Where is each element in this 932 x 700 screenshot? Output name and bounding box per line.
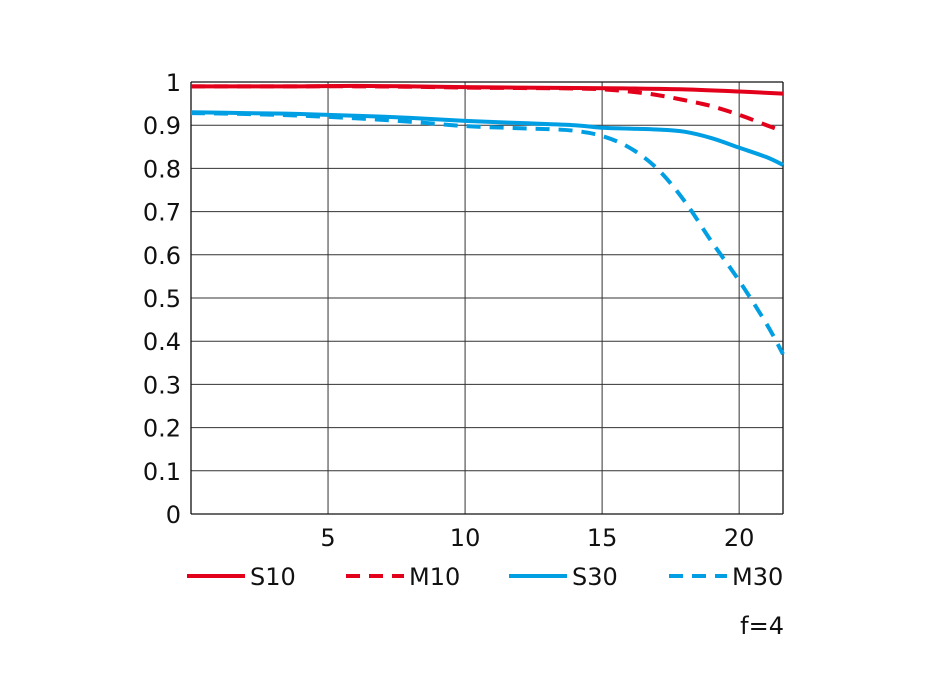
- series-layer: [190, 83, 785, 356]
- y-tick-label: 1: [166, 69, 181, 97]
- legend-label-m30: M30: [732, 563, 783, 591]
- y-tick-label: 0.5: [143, 285, 181, 313]
- y-tick-label: 0.1: [143, 458, 181, 486]
- series-line-m10: [190, 84, 784, 134]
- y-tick-label: 0.2: [143, 415, 181, 443]
- legend-label-m10: M10: [409, 563, 460, 591]
- labels-layer: 00.10.20.30.40.50.60.70.80.915 10 15 20: [143, 69, 755, 552]
- y-tick-label: 0.7: [143, 199, 181, 227]
- x-tick-label: 15: [587, 524, 618, 552]
- y-tick-label: 0.6: [143, 242, 181, 270]
- aperture-annotation: f=4: [740, 612, 784, 640]
- y-tick-label: 0: [166, 501, 181, 529]
- legend: S10 M10 S30 M30: [187, 563, 783, 591]
- axes-layer: [190, 81, 784, 515]
- legend-label-s30: S30: [572, 563, 618, 591]
- y-tick-label: 0.3: [143, 371, 181, 399]
- x-tick-label: 10: [450, 524, 481, 552]
- y-tick-label: 0.8: [143, 155, 181, 183]
- legend-label-s10: S10: [250, 563, 296, 591]
- y-tick-label: 0.9: [143, 112, 181, 140]
- series-line-s30: [190, 110, 784, 167]
- y-tick-label: 0.4: [143, 328, 181, 356]
- x-tick-label: 20: [724, 524, 755, 552]
- series-line-m30: [190, 111, 785, 356]
- x-tick-label: 5: [320, 524, 335, 552]
